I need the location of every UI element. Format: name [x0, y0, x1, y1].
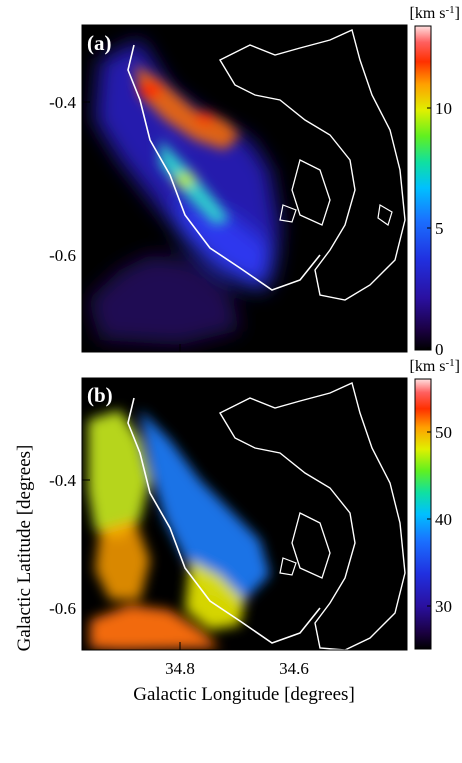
panel-b-ticks — [82, 378, 407, 650]
panel-a-cbar-tick-1: 5 — [435, 219, 444, 238]
panel-b-contour-small-1 — [279, 557, 297, 576]
panel-a-ytick-1: -0.4 — [49, 93, 76, 112]
panel-a-high-dispersion-ridge — [135, 65, 240, 150]
panel-a-peak — [138, 82, 162, 98]
panel-a-contour-small-2 — [377, 204, 393, 226]
panel-a: (a) -0.4 -0.6 0 5 10 [km s-1] — [49, 4, 460, 359]
panel-a-emission-map — [88, 29, 406, 345]
panel-b-velocity-mid — [95, 520, 150, 600]
panel-b-cbar-tick-1: 40 — [435, 510, 452, 529]
x-axis-label: Galactic Longitude [degrees] — [133, 684, 355, 705]
panel-a-cyan-ridge — [160, 140, 230, 225]
panel-b-colorbar-ticks — [427, 431, 431, 607]
panel-a-cbar-tick-2: 10 — [435, 99, 452, 118]
panel-b-cbar-tick-0: 30 — [435, 597, 452, 616]
panel-a-cbar-tick-0: 0 — [435, 340, 444, 359]
panel-b-colorbar — [414, 378, 432, 650]
panel-a-yellow-knot — [175, 173, 195, 187]
panel-a-colorbar-ticks — [427, 107, 431, 349]
panel-a-colorbar — [414, 25, 432, 351]
panel-b-frame — [81, 377, 408, 651]
panel-b: (b) -0.4 -0.6 34.8 34.6 Galactic Longitu… — [14, 357, 460, 705]
panel-b-ytick-2: -0.6 — [49, 599, 76, 618]
panel-b-label: (b) — [87, 383, 113, 407]
panel-a-emission-lower — [170, 200, 275, 292]
panel-b-xtick-1: 34.8 — [165, 659, 195, 678]
panel-a-ticks — [82, 25, 407, 352]
panel-b-colorbar-unit: [km s-1] — [410, 357, 461, 375]
panel-b-velocity-ridge — [140, 410, 270, 600]
panel-a-contour-boundary — [127, 44, 321, 291]
panel-b-xtick-2: 34.6 — [279, 659, 309, 678]
panel-b-velocity-west — [88, 410, 150, 540]
panel-a-ytick-2: -0.6 — [49, 246, 76, 265]
y-axis-label: Galactic Latitude [degrees] — [14, 445, 35, 652]
panel-b-contour-inner — [291, 512, 331, 579]
panel-a-emission-extended — [88, 255, 240, 345]
panel-a-colorbar-unit: [km s-1] — [410, 4, 461, 22]
panel-b-velocity-south — [90, 605, 220, 650]
panel-b-ytick-1: -0.4 — [49, 471, 76, 490]
panel-a-contour-small-1 — [279, 204, 297, 223]
panel-a-contour-inner — [291, 159, 331, 226]
panel-a-contour-cloud — [219, 29, 406, 301]
panel-b-velocity-core — [185, 560, 245, 630]
panel-b-contour-cloud — [219, 382, 406, 650]
panel-b-contour-boundary — [127, 397, 321, 644]
panel-a-label: (a) — [87, 31, 112, 55]
panel-b-cbar-tick-2: 50 — [435, 423, 452, 442]
panel-a-frame — [81, 24, 408, 353]
panel-a-peak-2 — [195, 112, 215, 124]
panel-b-velocity-map — [88, 382, 406, 650]
